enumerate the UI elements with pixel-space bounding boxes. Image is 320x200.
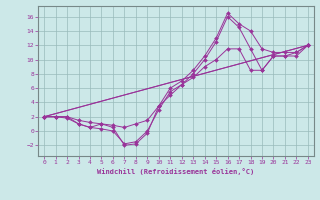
X-axis label: Windchill (Refroidissement éolien,°C): Windchill (Refroidissement éolien,°C) bbox=[97, 168, 255, 175]
